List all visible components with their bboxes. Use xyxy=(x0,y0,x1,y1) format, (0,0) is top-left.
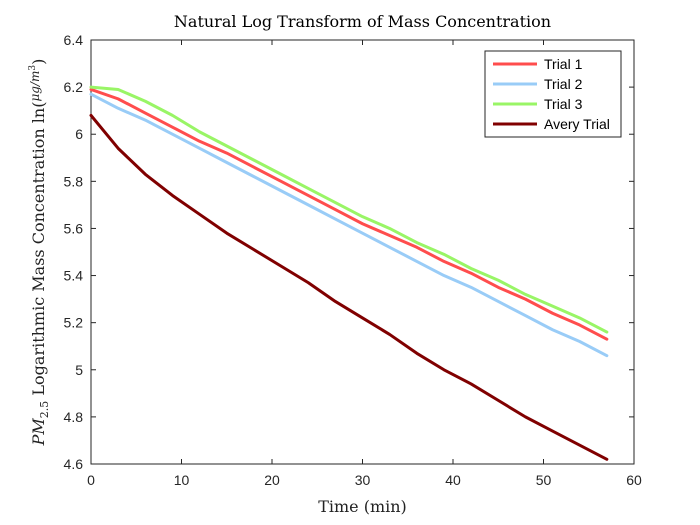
x-axis: 0 10 20 30 40 50 60 xyxy=(87,40,642,488)
y-axis: 4.6 4.8 5 5.2 5.4 5.6 5.8 6 6.2 6.4 xyxy=(64,32,634,472)
legend-label-3: Trial 3 xyxy=(544,96,583,112)
y-tick-label: 4.8 xyxy=(64,409,84,425)
x-tick-label: 40 xyxy=(445,472,461,488)
y-label-text: Logarithmic Mass Concentration ln( xyxy=(29,102,48,401)
chart-title: Natural Log Transform of Mass Concentrat… xyxy=(174,12,551,31)
x-tick-label: 10 xyxy=(174,472,190,488)
y-tick-label: 5.2 xyxy=(64,315,84,331)
y-label-unit-fraction: μg/m xyxy=(28,71,42,102)
legend-label-4: Avery Trial xyxy=(544,116,610,132)
y-tick-label: 5.6 xyxy=(64,220,84,236)
svg-text:PM2.5 Logarithmic Mass Concent: PM2.5 Logarithmic Mass Concentration ln(… xyxy=(28,59,51,447)
y-tick-label: 6 xyxy=(75,126,83,142)
y-tick-label: 4.6 xyxy=(64,456,84,472)
x-axis-label: Time (min) xyxy=(318,497,407,516)
series-line-4 xyxy=(89,113,609,461)
y-tick-label: 5 xyxy=(75,362,83,378)
y-label-cube: 3 xyxy=(28,65,38,71)
x-tick-label: 20 xyxy=(264,472,280,488)
legend: Trial 1 Trial 2 Trial 3 Avery Trial xyxy=(484,50,622,138)
x-tick-label: 0 xyxy=(87,472,95,488)
x-tick-label: 30 xyxy=(355,472,371,488)
series-line-3 xyxy=(89,85,609,334)
y-tick-label: 5.8 xyxy=(64,173,84,189)
y-label-close-paren: ) xyxy=(29,59,48,65)
y-label-subscript: 2.5 xyxy=(38,401,51,419)
legend-label-2: Trial 2 xyxy=(544,76,583,92)
x-tick-label: 50 xyxy=(536,472,552,488)
y-tick-label: 5.4 xyxy=(64,268,84,284)
y-axis-label: PM2.5 Logarithmic Mass Concentration ln(… xyxy=(28,59,51,447)
legend-label-1: Trial 1 xyxy=(544,56,583,72)
series-line-1 xyxy=(89,87,609,341)
x-tick-label: 60 xyxy=(626,472,642,488)
y-label-pm: PM xyxy=(29,418,48,447)
y-tick-label: 6.4 xyxy=(64,32,84,48)
y-tick-label: 6.2 xyxy=(64,79,84,95)
series-lines xyxy=(89,85,609,461)
series-line-2 xyxy=(89,92,609,358)
